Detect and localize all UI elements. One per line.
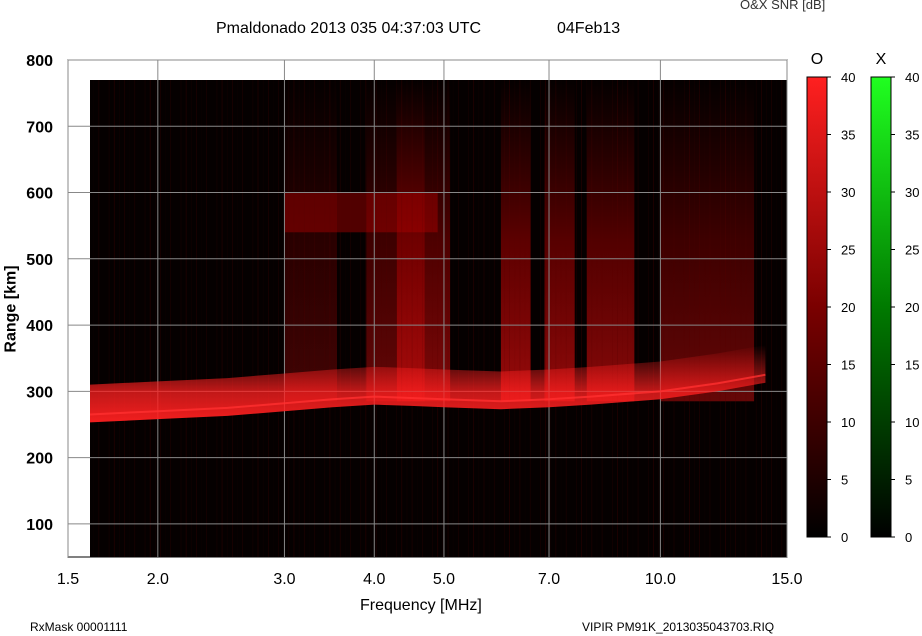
multi-hop-echo (284, 192, 438, 233)
colorbars: O 0 5 10 15 20 25 30 35 40 X 0 5 10 15 20 25 30 35 40 (806, 51, 919, 545)
file-name-label: VIPIR PM91K_2013035043703.RIQ (582, 620, 775, 634)
x-tick-label: 1.5 (57, 571, 79, 588)
colorbar-title: O (811, 51, 823, 68)
x-tick-label: 10.0 (645, 571, 676, 588)
chart-date: 04Feb13 (557, 20, 621, 37)
colorbar-tick-label: 25 (841, 243, 855, 258)
y-tick-label: 300 (26, 384, 53, 401)
colorbar-tick-label: 25 (905, 243, 919, 258)
x-tick-label: 7.0 (538, 571, 560, 588)
snr-label: O&X SNR [dB] (740, 0, 826, 12)
o-trace-band (90, 344, 766, 423)
x-tick-label: 4.0 (363, 571, 385, 588)
colorbar-tick-label: 10 (905, 415, 919, 430)
colorbar-tick-label: 35 (841, 128, 855, 143)
echo-band (500, 80, 531, 402)
y-tick-label: 600 (26, 186, 53, 203)
x-tick-label: 2.0 (147, 571, 169, 588)
y-tick-label: 700 (26, 119, 53, 136)
y-axis: 100 200 300 400 500 600 700 800 (26, 53, 53, 534)
echo-band (544, 80, 575, 402)
colorbar-tick-label: 35 (905, 128, 919, 143)
colorbar-tick-label: 15 (905, 358, 919, 373)
colorbar-tick-label: 5 (905, 473, 912, 488)
colorbar-title: X (876, 51, 887, 68)
x-tick-label: 3.0 (273, 571, 295, 588)
colorbar-x (870, 76, 892, 538)
y-tick-label: 400 (26, 318, 53, 335)
colorbar-tick-label: 0 (841, 530, 848, 545)
x-axis-label: Frequency [MHz] (360, 597, 482, 614)
y-tick-label: 100 (26, 517, 53, 534)
echo-bands (93, 80, 783, 557)
o-trace-line (90, 373, 766, 416)
chart-title: Pmaldonado 2013 035 04:37:03 UTC (216, 20, 482, 37)
o-trace (90, 344, 766, 423)
x-tick-label: 5.0 (433, 571, 455, 588)
colorbar-tick-label: 40 (905, 70, 919, 85)
echo-band (396, 80, 451, 402)
echo-band (660, 80, 755, 402)
echo-band (284, 80, 338, 402)
colorbar-tick-label: 15 (841, 358, 855, 373)
y-tick-label: 200 (26, 451, 53, 468)
colorbar-tick-label: 30 (841, 185, 855, 200)
rx-mask-label: RxMask 00001111 (30, 620, 128, 634)
y-tick-label: 800 (26, 53, 53, 70)
x-tick-label: 15.0 (771, 571, 802, 588)
colorbar-tick-label: 10 (841, 415, 855, 430)
colorbar-tick-label: 40 (841, 70, 855, 85)
colorbar-o (806, 76, 828, 538)
colorbar-tick-label: 20 (905, 300, 919, 315)
colorbar-tick-label: 5 (841, 473, 848, 488)
y-tick-label: 500 (26, 252, 53, 269)
colorbar-tick-label: 20 (841, 300, 855, 315)
colorbar-tick-label: 0 (905, 530, 912, 545)
x-axis: 1.5 2.0 3.0 4.0 5.0 7.0 10.0 15.0 (57, 571, 803, 588)
echo-band (586, 80, 635, 402)
colorbar-tick-label: 30 (905, 185, 919, 200)
